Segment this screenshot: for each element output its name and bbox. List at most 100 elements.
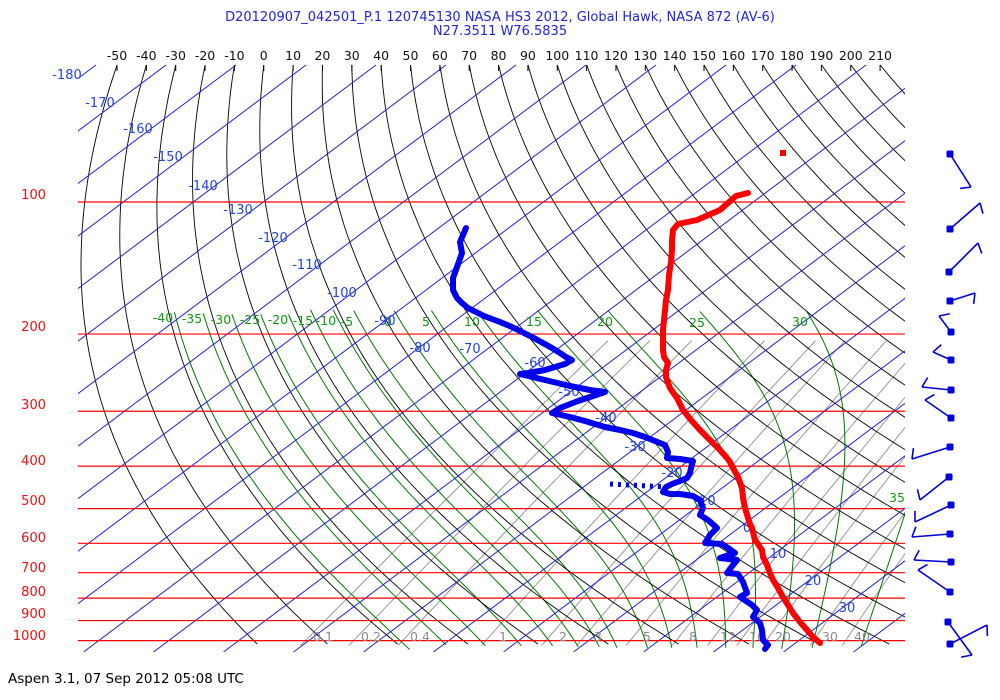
wind-barb <box>916 473 953 501</box>
detached-temperature-point <box>780 150 786 156</box>
svg-text:60: 60 <box>432 48 448 63</box>
svg-text:170: 170 <box>751 48 775 63</box>
dewpoint-trace <box>450 225 771 652</box>
svg-text:30: 30 <box>822 629 838 644</box>
wind-barb <box>946 624 989 648</box>
svg-text:100: 100 <box>545 48 569 63</box>
svg-text:-60: -60 <box>524 356 545 371</box>
svg-text:-40: -40 <box>153 310 173 325</box>
isobar-lines <box>78 201 905 642</box>
svg-text:10: 10 <box>285 48 301 63</box>
pressure-axis-labels: 100 200 300 400 500 600 700 800 900 1000 <box>13 188 46 644</box>
svg-text:-170: -170 <box>85 96 115 111</box>
svg-text:-20: -20 <box>661 466 682 481</box>
svg-text:20: 20 <box>805 574 822 589</box>
svg-text:140: 140 <box>663 48 687 63</box>
svg-text:-40: -40 <box>136 48 156 63</box>
svg-text:-30: -30 <box>624 440 645 455</box>
svg-text:0.4: 0.4 <box>410 629 430 644</box>
svg-text:10: 10 <box>464 314 480 329</box>
wind-barb <box>911 526 954 538</box>
svg-text:190: 190 <box>809 48 833 63</box>
svg-text:-140: -140 <box>188 179 218 194</box>
svg-text:30: 30 <box>792 314 808 329</box>
svg-text:70: 70 <box>461 48 477 63</box>
svg-text:2: 2 <box>559 629 567 644</box>
svg-text:-180: -180 <box>52 68 82 83</box>
svg-text:100: 100 <box>21 188 46 203</box>
svg-text:-110: -110 <box>292 258 322 273</box>
svg-text:1000: 1000 <box>13 629 46 644</box>
svg-text:-160: -160 <box>123 122 153 137</box>
top-axis: -50 -40 -30 -20 -10 0 10 20 30 40 50 60 70 80 90 100 110… <box>107 48 892 71</box>
svg-text:-35: -35 <box>182 311 202 326</box>
svg-text:5: 5 <box>643 629 651 644</box>
svg-text:-130: -130 <box>223 203 253 218</box>
svg-text:-20: -20 <box>268 312 288 327</box>
svg-text:-30: -30 <box>165 48 185 63</box>
svg-text:80: 80 <box>491 48 507 63</box>
svg-text:3: 3 <box>594 629 602 644</box>
svg-text:10: 10 <box>770 547 787 562</box>
wind-barb <box>924 393 955 422</box>
svg-text:-50: -50 <box>107 48 127 63</box>
svg-text:200: 200 <box>839 48 863 63</box>
svg-text:300: 300 <box>21 398 46 413</box>
sounding-traces <box>450 150 823 652</box>
svg-text:15: 15 <box>526 314 542 329</box>
svg-text:30: 30 <box>839 601 856 616</box>
svg-text:20: 20 <box>597 314 613 329</box>
svg-text:150: 150 <box>692 48 716 63</box>
svg-text:12: 12 <box>720 629 736 644</box>
svg-text:110: 110 <box>575 48 599 63</box>
wind-barb <box>914 501 955 523</box>
svg-text:130: 130 <box>633 48 657 63</box>
svg-text:600: 600 <box>21 531 46 546</box>
svg-text:0: 0 <box>743 521 751 536</box>
svg-text:400: 400 <box>21 454 46 469</box>
svg-text:0.2: 0.2 <box>361 629 381 644</box>
svg-text:1: 1 <box>499 629 507 644</box>
svg-text:30: 30 <box>344 48 360 63</box>
mixing-ratio-labels: 0.1 0.2 0.4 1 2 3 5 8 12 16 20 30 40 <box>313 629 870 644</box>
wind-barb <box>932 344 955 364</box>
wind-barb <box>946 150 972 190</box>
wind-barb <box>938 312 955 336</box>
wind-barb <box>945 242 983 276</box>
svg-text:900: 900 <box>21 607 46 622</box>
temperature-trace <box>660 190 823 646</box>
svg-text:50: 50 <box>403 48 419 63</box>
svg-text:-40: -40 <box>595 411 616 426</box>
sounding-title: D20120907_042501_P.1 120745130 NASA HS3 … <box>225 10 775 25</box>
svg-text:-25: -25 <box>240 312 260 327</box>
svg-text:-70: -70 <box>459 342 480 357</box>
svg-text:40: 40 <box>373 48 389 63</box>
svg-text:-15: -15 <box>293 313 313 328</box>
svg-text:-80: -80 <box>409 341 430 356</box>
svg-text:160: 160 <box>721 48 745 63</box>
svg-text:-5: -5 <box>341 314 353 329</box>
wind-barb <box>944 618 973 658</box>
svg-text:-20: -20 <box>195 48 215 63</box>
svg-text:8: 8 <box>689 629 697 644</box>
svg-text:-30: -30 <box>211 312 231 327</box>
svg-text:700: 700 <box>21 561 46 576</box>
svg-text:0: 0 <box>260 48 268 63</box>
svg-text:20: 20 <box>314 48 330 63</box>
svg-text:180: 180 <box>780 48 804 63</box>
wind-barb <box>921 377 955 394</box>
svg-text:0: 0 <box>384 314 392 329</box>
svg-text:0.1: 0.1 <box>313 629 333 644</box>
wind-barb <box>917 563 954 596</box>
svg-text:210: 210 <box>868 48 892 63</box>
svg-text:200: 200 <box>21 320 46 335</box>
wind-barb <box>913 549 955 566</box>
svg-text:800: 800 <box>21 585 46 600</box>
svg-text:-10: -10 <box>224 48 244 63</box>
plot-area <box>78 64 905 652</box>
svg-text:90: 90 <box>520 48 536 63</box>
svg-text:25: 25 <box>689 315 705 330</box>
svg-text:-10: -10 <box>316 313 336 328</box>
svg-text:-90: -90 <box>374 314 395 329</box>
